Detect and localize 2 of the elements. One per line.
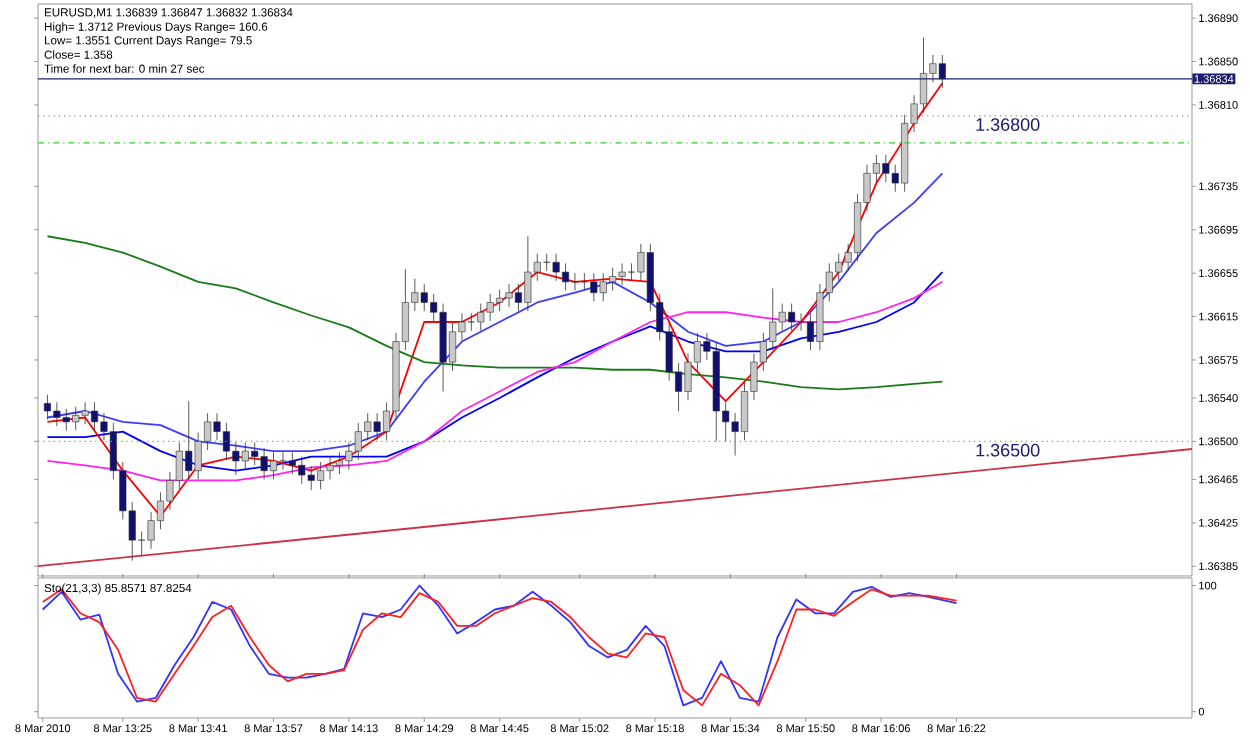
ref-line-label: 1.36500 [976, 443, 1040, 457]
ref-line-label: 1.36800 [976, 118, 1040, 131]
